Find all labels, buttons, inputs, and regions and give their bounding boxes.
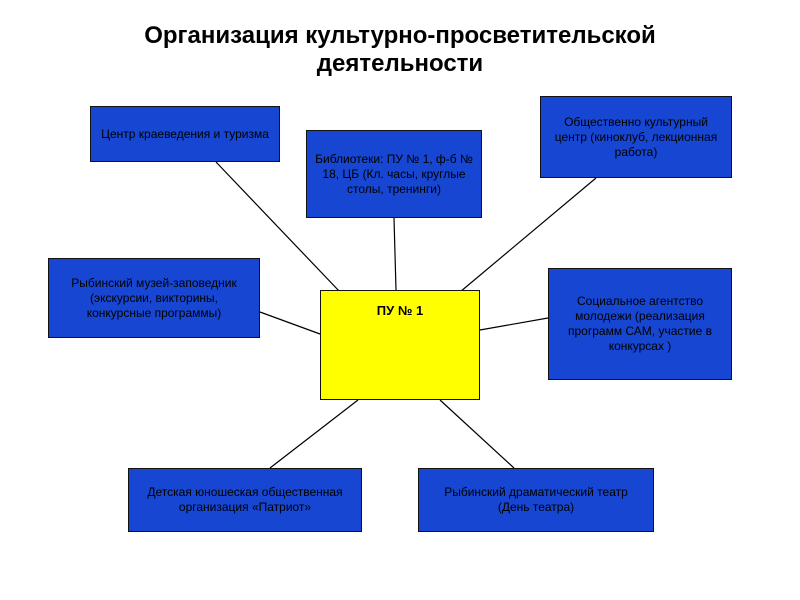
title-line-1: Организация культурно-просветительской [0, 22, 800, 50]
node-top-center: Библиотеки: ПУ № 1, ф-б № 18, ЦБ (Кл. ча… [306, 130, 482, 218]
node-bottom-right-label: Рыбинский драматический театр (День теат… [427, 485, 645, 515]
node-mid-right-label: Социальное агентство молодежи (реализаци… [557, 294, 723, 354]
page-title: Организация культурно-просветительской д… [0, 22, 800, 77]
node-top-left-label: Центр краеведения и туризма [101, 127, 269, 142]
node-bottom-left: Детская юношеская общественная организац… [128, 468, 362, 532]
node-center-label: ПУ № 1 [377, 303, 423, 319]
node-mid-left: Рыбинский музей-заповедник (экскурсии, в… [48, 258, 260, 338]
node-bottom-left-label: Детская юношеская общественная организац… [137, 485, 353, 515]
title-line-2: деятельности [0, 50, 800, 78]
node-mid-right: Социальное агентство молодежи (реализаци… [548, 268, 732, 380]
node-bottom-right: Рыбинский драматический театр (День теат… [418, 468, 654, 532]
node-top-right: Общественно культурный центр (киноклуб, … [540, 96, 732, 178]
node-mid-left-label: Рыбинский музей-заповедник (экскурсии, в… [57, 276, 251, 321]
node-top-right-label: Общественно культурный центр (киноклуб, … [549, 115, 723, 160]
node-top-left: Центр краеведения и туризма [90, 106, 280, 162]
node-top-center-label: Библиотеки: ПУ № 1, ф-б № 18, ЦБ (Кл. ча… [315, 152, 473, 197]
node-center: ПУ № 1 [320, 290, 480, 400]
